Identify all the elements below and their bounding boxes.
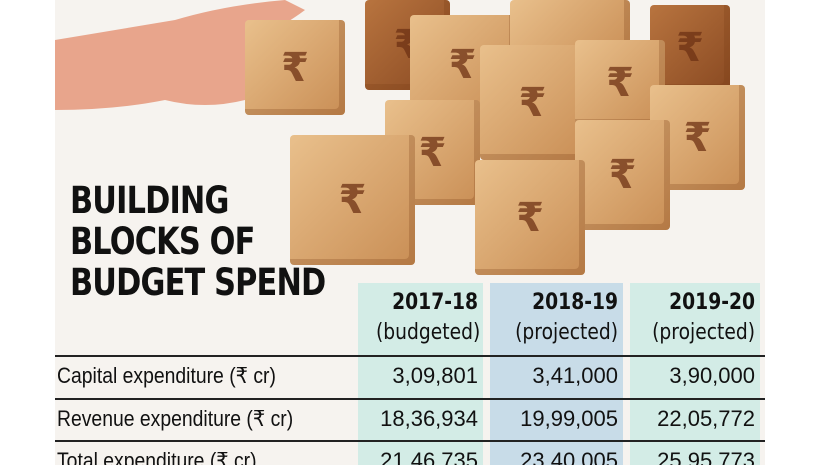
cell: 23,40,005 [520, 448, 618, 465]
wood-block: ₹ [245, 20, 345, 115]
hand-image [55, 0, 305, 110]
headline: BUILDING BLOCKS OF BUDGET SPEND [70, 179, 326, 304]
cell: 18,36,934 [380, 406, 478, 431]
headline-line: BUDGET SPEND [70, 261, 326, 304]
row-label: Total expenditure (₹ cr) [57, 448, 257, 465]
headline-line: BLOCKS OF [70, 220, 255, 263]
table-row: Revenue expenditure (₹ cr) 18,36,934 19,… [55, 398, 765, 442]
wood-block: ₹ [290, 135, 415, 265]
cell: 3,90,000 [669, 363, 755, 388]
column-header: 2017-18 (budgeted) [376, 290, 481, 345]
headline-line: BUILDING [70, 179, 229, 222]
cell: 25,95,773 [657, 448, 755, 465]
cell: 3,41,000 [532, 363, 618, 388]
row-label: Revenue expenditure (₹ cr) [57, 406, 294, 431]
cell: 3,09,801 [392, 363, 478, 388]
wood-block: ₹ [480, 45, 585, 160]
cell: 22,05,772 [657, 406, 755, 431]
column-bg [630, 283, 760, 465]
column-bg [358, 283, 483, 465]
table-row: Total expenditure (₹ cr) 21,46,735 23,40… [55, 440, 765, 465]
wood-block: ₹ [575, 120, 670, 230]
column-header: 2018-19 (projected) [515, 290, 618, 345]
column-bg [490, 283, 623, 465]
table-row: Capital expenditure (₹ cr) 3,09,801 3,41… [55, 355, 765, 399]
cell: 21,46,735 [380, 448, 478, 465]
cell: 19,99,005 [520, 406, 618, 431]
column-header: 2019-20 (projected) [652, 290, 755, 345]
row-label: Capital expenditure (₹ cr) [57, 363, 276, 388]
infographic: ₹ ₹ ₹ ₹ ₹ ₹ ₹ ₹ ₹ ₹ ₹ BUILDING BLOCKS OF… [55, 0, 765, 465]
wood-block: ₹ [475, 160, 585, 275]
